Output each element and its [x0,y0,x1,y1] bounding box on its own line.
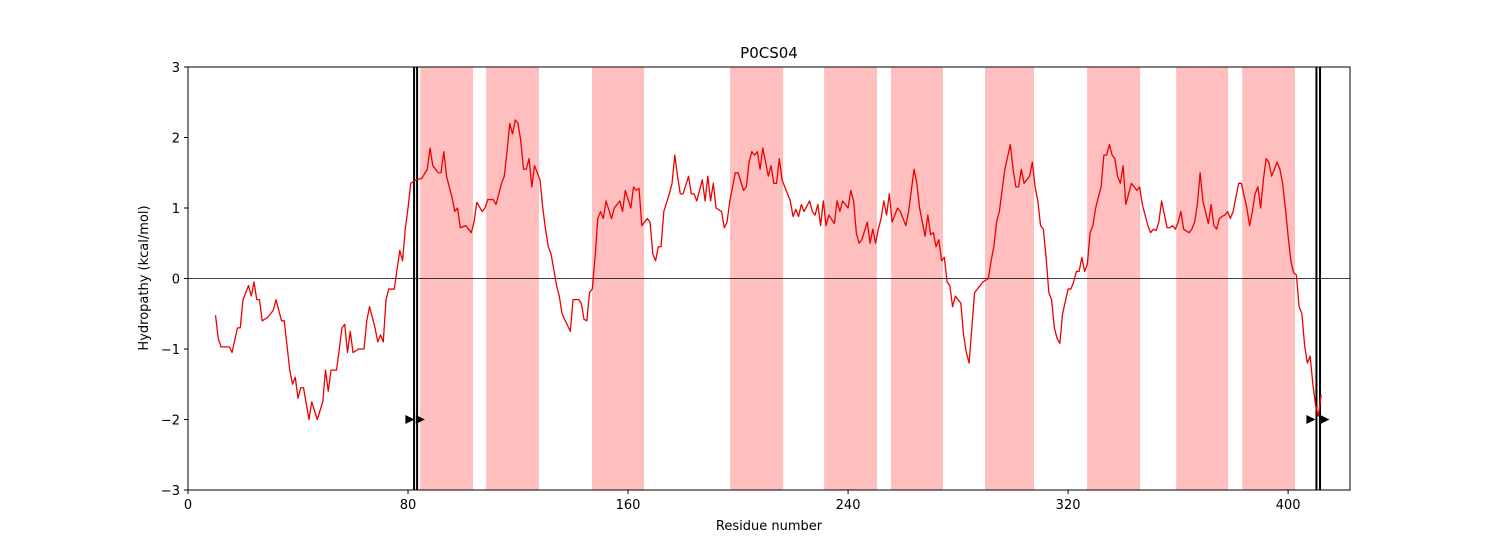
y-tick-label: 3 [172,61,180,76]
x-tick-label: 320 [1056,498,1081,513]
arrow-marker [1320,415,1330,424]
x-tick-label: 160 [616,498,641,513]
arrow-marker [415,415,425,424]
x-tick-label: 240 [836,498,861,513]
y-tick-label: −2 [161,414,180,429]
chart-title: P0CS04 [740,44,798,62]
x-tick-label: 80 [400,498,417,513]
x-axis-label: Residue number [716,519,823,534]
y-tick-label: 1 [172,202,180,217]
arrow-marker [405,415,415,424]
arrow-marker [1306,415,1316,424]
y-tick-label: 0 [172,273,180,288]
x-tick-label: 400 [1276,498,1301,513]
y-tick-label: −3 [161,484,180,499]
y-tick-label: 2 [172,132,180,147]
x-tick-label: 0 [184,498,192,513]
hydropathy-line [214,119,1322,421]
y-tick-label: −1 [161,343,180,358]
y-axis-label: Hydropathy (kcal/mol) [137,205,152,350]
